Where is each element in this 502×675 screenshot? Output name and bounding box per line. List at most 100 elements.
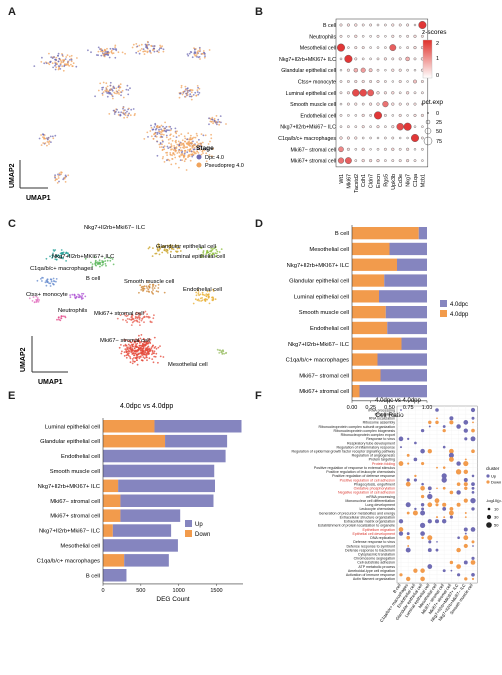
dotplot-dot [347,47,349,49]
dotplot-dot [347,126,349,128]
umap-a-cell-point [71,59,73,61]
go-dot [407,462,409,464]
umap-a-cell-point [150,125,152,127]
umap-c-cell-point [142,351,144,353]
go-dot [421,495,424,498]
dotplot-dot [392,35,395,38]
umap-c-cell-point [198,300,200,302]
pctexp-label-25: 25 [436,120,442,126]
umap-a-cell-point [98,47,100,49]
umap-a-cell-point [114,113,116,115]
dotplot-dot [369,80,371,82]
dotplot-dot [406,35,408,37]
ratio-category-label: Smooth muscle cell [299,310,349,316]
umap-a-cell-point [65,58,67,60]
go-dot [407,438,409,440]
dotplot-dot [347,92,350,95]
umap-c-cell-point [125,350,127,352]
dotplot-gene-label: Emcn [376,174,382,188]
go-size-dot [488,508,491,511]
umap-a-cell-point [196,54,198,56]
umap-a-cell-point [150,45,152,47]
umap-c-cell-point [76,296,78,298]
go-dot [471,429,475,433]
dotplot-dot [369,159,372,162]
go-dot [443,466,446,469]
ratio-category-label: Glandular epithelial cell [289,279,349,285]
umap-c-cell-point [65,260,67,262]
umap-a-cell-point [164,122,166,124]
umap-a-cell-point [166,159,168,161]
umap-a-cell-point [176,136,178,138]
umap-a-cell-point [220,115,222,117]
dotplot-dot [407,81,409,83]
go-size-label: 30 [494,515,499,520]
umap-c-cell-point [127,318,129,320]
umap-a-cell-point [61,172,63,174]
dotplot-dot [377,35,379,37]
umap-a-cell-point [147,41,149,43]
dotplot-dot [392,81,394,83]
dotplot-dot [399,148,401,150]
umap-c-cell-point [78,296,80,298]
umap-c-cell-point [212,300,214,302]
umap-a-cell-point [160,128,162,130]
umap-a-cell-point [127,109,129,111]
dotplot-dot [377,137,379,139]
umap-a-cell-point [189,149,191,151]
umap-a-cell-point [193,144,195,146]
stage-legend-label-dpc: Dpc 4.0 [205,155,224,161]
umap-a-cell-point [54,135,56,137]
dotplot-row-label: Ctss+ monocyte [298,80,336,86]
dotplot-dot [399,58,402,61]
deg-legend-swatch-Up [185,520,192,527]
umap-a-cell-point [151,135,153,137]
dotplot-dot [384,159,386,161]
go-term-label: Actin filament organization [353,577,395,581]
umap-c-cell-point [225,352,227,354]
umap-a-cell-point [55,69,57,71]
umap-a-cell-point [189,96,191,98]
dotplot-dot [406,103,408,105]
umap-c-cell-point [53,278,55,280]
umap-a-cell-point [153,138,155,140]
umap-a-cell-point [55,66,57,68]
umap-a-cell-point [197,85,199,87]
dotplot-dot [414,35,417,38]
umap-a-cell-point [90,51,92,53]
umap-c-cell-point [148,248,150,250]
umap-a-cell-point [152,45,154,47]
deg-category-label: Glandular epithelial cell [40,439,100,445]
umap-c-cell-point [84,296,86,298]
go-dot [471,560,476,565]
dotplot-dot [414,103,417,106]
umap-c-cell-point [207,294,209,296]
umap-c-cell-point [155,346,157,348]
dotplot-dot [421,126,423,128]
go-dot [435,519,439,523]
umap-c-cell-point [170,251,172,253]
umap-cluster-label: B cell [86,276,100,282]
umap-a-cell-point [100,50,102,52]
umap-c-cell-point [58,317,60,319]
go-dot [407,454,410,457]
umap-a-cell-point [211,121,213,123]
umap-c-cell-point [158,347,160,349]
ratio-bar-4.0dpp [352,259,397,271]
umap-cluster-label: Endothelial cell [183,287,222,293]
umap-c-cell-point [138,347,140,349]
dotplot-dot [352,89,359,96]
umap-a-cell-point [199,47,201,49]
ratio-bar-4.0dpc [378,353,428,365]
dotplot-dot [370,58,372,60]
dotplot-dot [340,35,342,37]
dotplot-dot [421,137,423,139]
umap-a-cell-point [124,113,126,115]
go-dot [436,516,438,518]
umap-c-cell-point [137,349,139,351]
umap-c-cell-point [41,277,43,279]
go-dot [407,532,410,535]
umap-a-cell-point [160,142,162,144]
umap-c-cell-point [90,262,92,264]
umap-a-cell-point [166,135,168,137]
